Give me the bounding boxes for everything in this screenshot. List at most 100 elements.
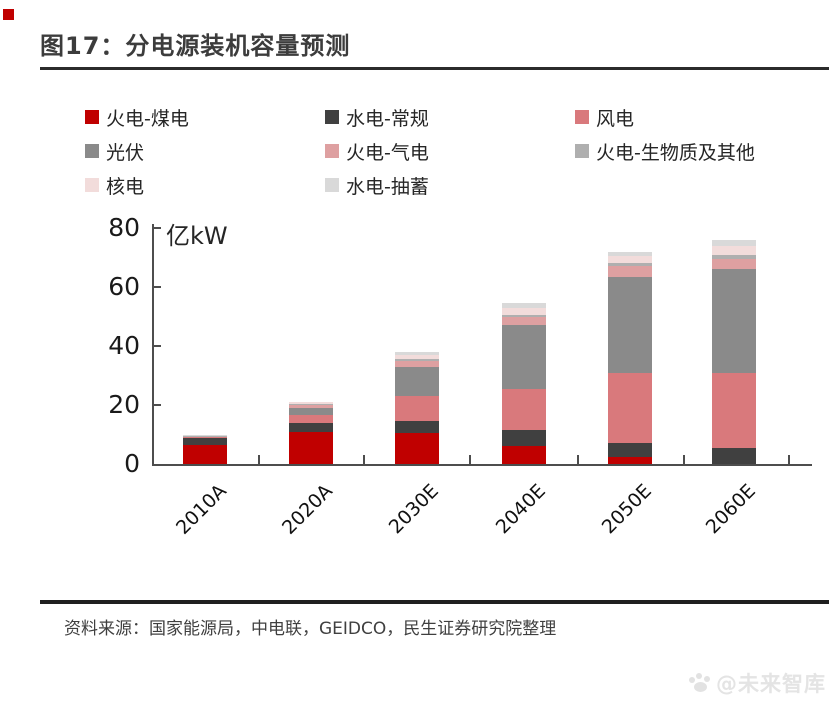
watermark-text: @未来智库 — [716, 672, 826, 696]
paw-icon — [688, 671, 712, 695]
x-axis — [152, 464, 812, 466]
legend-item-6: 火电-生物质及其他 — [575, 134, 825, 168]
bar-segment-火电-生物质及其他 — [395, 359, 439, 361]
bar-segment-火电-气电 — [395, 360, 439, 367]
legend-swatch-icon — [325, 110, 339, 124]
x-tick-label-2020A: 2020A — [277, 480, 337, 539]
legend-swatch-icon — [85, 144, 99, 158]
legend-label: 核电 — [106, 175, 145, 198]
bar-segment-水电-抽蓄 — [289, 401, 333, 403]
legend-item-4: 光伏 — [85, 134, 325, 168]
bar-segment-火电-煤电 — [502, 446, 546, 464]
x-tick-label-2060E: 2060E — [701, 480, 760, 539]
bar-segment-核电 — [608, 256, 652, 264]
bar-segment-火电-气电 — [712, 258, 756, 270]
bar-segment-光伏 — [608, 276, 652, 373]
y-axis-tick — [152, 345, 161, 347]
x-axis-tick — [683, 455, 685, 464]
bar-segment-水电-常规 — [183, 438, 227, 445]
footer-divider — [40, 600, 829, 604]
bar-segment-火电-生物质及其他 — [502, 315, 546, 317]
bar-2050E — [608, 251, 652, 464]
legend-label: 水电-常规 — [346, 107, 429, 130]
bar-segment-水电-抽蓄 — [183, 435, 227, 437]
legend-swatch-icon — [85, 178, 99, 192]
x-axis-tick — [577, 455, 579, 464]
x-tick-label-2040E: 2040E — [491, 480, 550, 539]
legend-item-8: 水电-抽蓄 — [325, 168, 575, 202]
bar-segment-水电-抽蓄 — [712, 239, 756, 246]
legend-label: 火电-生物质及其他 — [596, 141, 755, 164]
bar-segment-风电 — [183, 437, 227, 439]
source-note: 资料来源：国家能源局，中电联，GEIDCO，民生证券研究院整理 — [64, 619, 557, 639]
legend-item-1: 火电-煤电 — [85, 100, 325, 134]
bar-segment-光伏 — [712, 269, 756, 373]
bar-segment-水电-常规 — [502, 430, 546, 447]
bar-segment-风电 — [502, 388, 546, 431]
bar-2030E — [395, 351, 439, 464]
legend-swatch-icon — [575, 110, 589, 124]
bar-segment-光伏 — [289, 407, 333, 416]
bar-segment-风电 — [289, 415, 333, 424]
y-tick-label: 20 — [108, 390, 140, 419]
title-divider — [40, 67, 829, 70]
y-tick-label: 40 — [108, 331, 140, 360]
legend-item-3: 风电 — [575, 100, 825, 134]
bar-segment-风电 — [712, 372, 756, 448]
bar-segment-火电-煤电 — [183, 444, 227, 464]
y-axis-tick — [152, 404, 161, 406]
x-tick-label-2010A: 2010A — [171, 480, 231, 539]
bar-segment-火电-气电 — [608, 266, 652, 277]
bar-segment-火电-气电 — [183, 436, 227, 438]
bar-segment-光伏 — [395, 366, 439, 397]
bar-segment-水电-常规 — [395, 421, 439, 434]
bar-segment-核电 — [712, 245, 756, 255]
x-axis-tick — [788, 455, 790, 464]
bar-segment-火电-煤电 — [608, 456, 652, 464]
bar-segment-火电-生物质及其他 — [608, 263, 652, 267]
bar-segment-水电-常规 — [289, 423, 333, 433]
x-axis-tick — [363, 455, 365, 464]
y-tick-label: 60 — [108, 272, 140, 301]
y-tick-label: 80 — [108, 213, 140, 242]
y-axis-unit-label: 亿kW — [166, 222, 228, 250]
legend-label: 火电-煤电 — [106, 107, 189, 130]
legend-item-5: 火电-气电 — [325, 134, 575, 168]
x-tick-label-2050E: 2050E — [597, 480, 656, 539]
bar-segment-风电 — [395, 396, 439, 422]
bar-2020A — [289, 401, 333, 464]
bar-segment-火电-煤电 — [395, 433, 439, 464]
chart-legend: 火电-煤电 水电-常规 风电光伏 火电-气电 火电-生物质及其他核电 水电-抽蓄 — [85, 100, 825, 202]
bar-segment-火电-气电 — [289, 404, 333, 408]
bar-segment-核电 — [395, 354, 439, 360]
bar-segment-水电-抽蓄 — [395, 351, 439, 355]
bar-segment-水电-抽蓄 — [608, 251, 652, 257]
x-tick-label-2030E: 2030E — [384, 480, 443, 539]
red-corner-mark — [3, 9, 14, 20]
bar-segment-火电-气电 — [502, 316, 546, 326]
legend-swatch-icon — [325, 178, 339, 192]
y-tick-label: 0 — [124, 449, 140, 478]
legend-swatch-icon — [575, 144, 589, 158]
legend-swatch-icon — [325, 144, 339, 158]
bar-segment-火电-煤电 — [289, 432, 333, 464]
x-axis-tick — [469, 455, 471, 464]
bar-segment-水电-抽蓄 — [502, 303, 546, 308]
x-axis-tick — [258, 455, 260, 464]
stacked-bar-chart: 亿kW 80 60 40 20 0 2010A 2020A 2030E 2040E 2050E 20… — [0, 200, 831, 592]
bar-segment-核电 — [289, 402, 333, 404]
figure-title: 图17：分电源装机容量预测 — [40, 32, 351, 60]
legend-label: 水电-抽蓄 — [346, 175, 429, 198]
bar-segment-风电 — [608, 372, 652, 444]
watermark: @未来智库 — [688, 668, 826, 698]
bar-segment-核电 — [502, 307, 546, 316]
legend-swatch-icon — [85, 110, 99, 124]
legend-item-2: 水电-常规 — [325, 100, 575, 134]
legend-label: 光伏 — [106, 141, 145, 164]
bar-segment-火电-生物质及其他 — [289, 403, 333, 405]
legend-label: 火电-气电 — [346, 141, 429, 164]
legend-item-7: 核电 — [85, 168, 325, 202]
bar-segment-水电-常规 — [712, 447, 756, 464]
bar-2010A — [183, 435, 227, 464]
